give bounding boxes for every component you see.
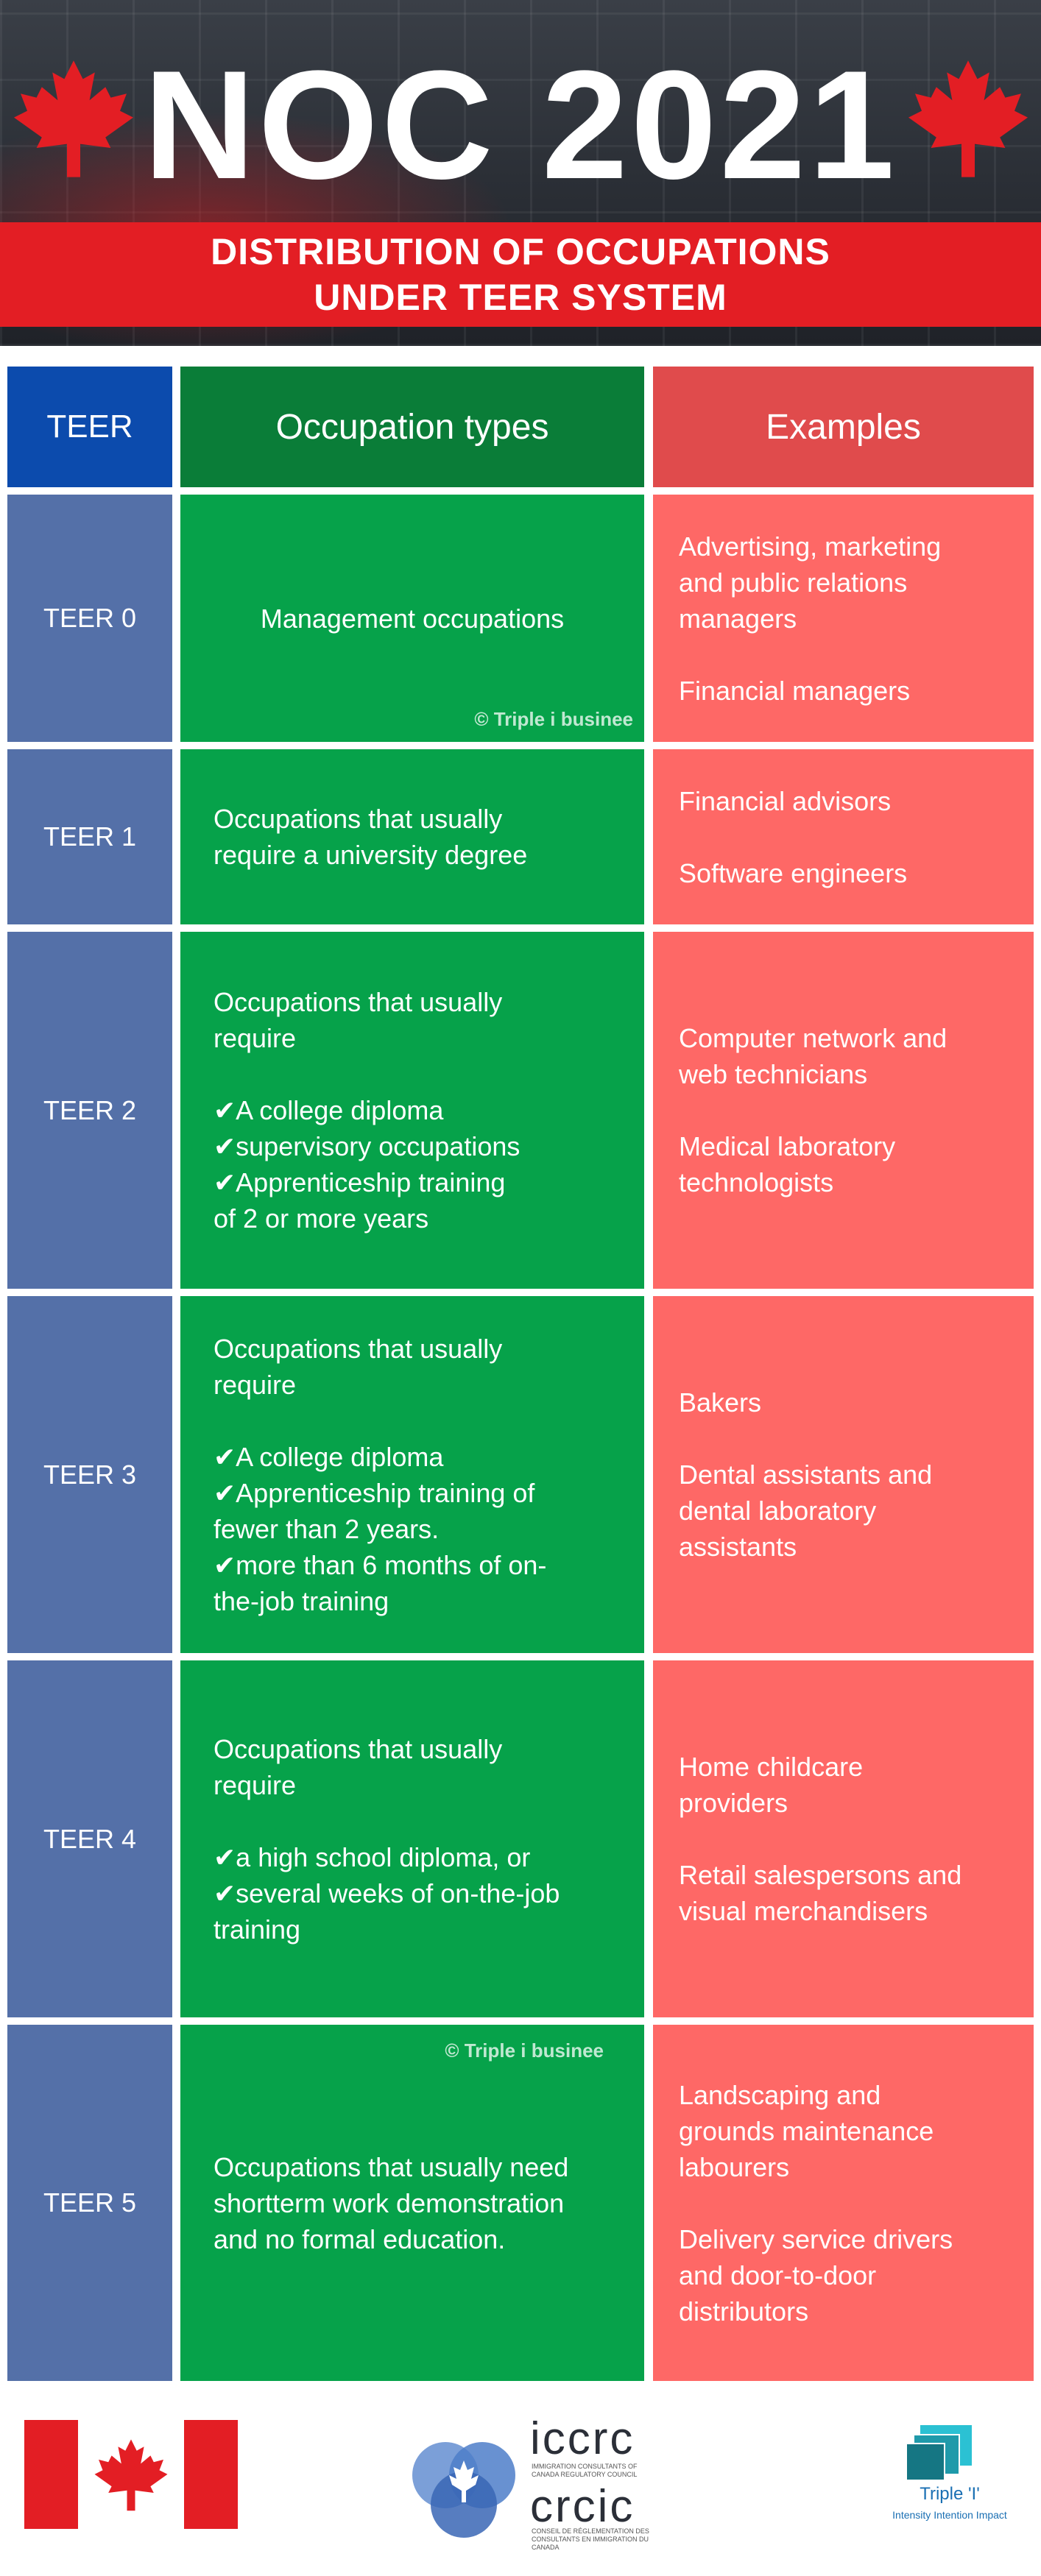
flag-band: [24, 2420, 78, 2529]
table-row: TEER 4 Occupations that usually require …: [7, 1660, 1034, 2017]
maple-leaf-icon: [91, 2436, 172, 2521]
examples-text: Computer network and web technicians Med…: [679, 1023, 948, 1197]
canada-flag-logo: [24, 2420, 238, 2529]
examples-cell: Home childcare providers Retail salesper…: [653, 1660, 1034, 2017]
watermark: © Triple i businee: [474, 708, 633, 730]
iccrc-logo: iccrc IMMIGRATION CONSULTANTS OF CANADA …: [405, 2413, 655, 2551]
page-title: NOC 2021: [143, 38, 898, 211]
table-header-row: TEER Occupation types Examples: [7, 367, 1034, 487]
occupation-cell: Occupations that usually require ✔a high…: [180, 1660, 644, 2017]
table-row: TEER 3 Occupations that usually require …: [7, 1296, 1034, 1653]
occupation-text: Occupations that usually require ✔a high…: [214, 1733, 560, 1945]
table-row: TEER 2 Occupations that usually require …: [7, 932, 1034, 1289]
table-row: TEER 0 Management occupations © Triple i…: [7, 495, 1034, 742]
examples-cell: Landscaping and grounds maintenance labo…: [653, 2025, 1034, 2381]
examples-text: Advertising, marketing and public relati…: [679, 531, 942, 706]
logo-square: [906, 2443, 945, 2481]
subtitle-line: UNDER TEER SYSTEM: [314, 277, 727, 318]
occupation-cell: Management occupations © Triple i busine…: [180, 495, 644, 742]
iccrc-emblem-icon: [405, 2435, 523, 2541]
occupation-text: Occupations that usually require ✔A coll…: [214, 987, 520, 1234]
column-header-examples: Examples: [653, 367, 1034, 487]
occupation-text: Occupations that usually require a unive…: [214, 804, 528, 870]
column-header-occupation-types: Occupation types: [180, 367, 644, 487]
occupation-text: Occupations that usually require ✔A coll…: [214, 1333, 547, 1616]
subtitle-line: DISTRIBUTION OF OCCUPATIONS: [211, 231, 830, 272]
occupation-text: Management occupations: [260, 603, 565, 634]
examples-cell: Computer network and web technicians Med…: [653, 932, 1034, 1289]
teer-cell: TEER 2: [7, 932, 172, 1289]
occupation-cell: © Triple i businee Occupations that usua…: [180, 2025, 644, 2381]
examples-text: Home childcare providers Retail salesper…: [679, 1752, 962, 1926]
examples-text: Landscaping and grounds maintenance labo…: [679, 2079, 953, 2326]
iccrc-name: iccrc: [530, 2413, 635, 2464]
header-banner: NOC 2021 DISTRIBUTION OF OCCUPATIONS UND…: [0, 0, 1041, 346]
examples-text: Financial advisors Software engineers: [679, 785, 908, 888]
teer-cell: TEER 5: [7, 2025, 172, 2381]
examples-text: Bakers Dental assistants and dental labo…: [679, 1387, 933, 1562]
maple-leaf-icon: [902, 52, 1034, 191]
occupation-cell: Occupations that usually require a unive…: [180, 749, 644, 924]
crcic-name: crcic: [530, 2481, 635, 2532]
teer-cell: TEER 1: [7, 749, 172, 924]
crcic-full-name: CONSEIL DE RÉGLEMENTATION DES CONSULTANT…: [532, 2527, 649, 2551]
triple-i-name: Triple 'I': [920, 2484, 980, 2504]
triple-i-tagline: Intensity Intention Impact: [892, 2509, 1007, 2521]
occupation-cell: Occupations that usually require ✔A coll…: [180, 932, 644, 1289]
examples-cell: Bakers Dental assistants and dental labo…: [653, 1296, 1034, 1653]
examples-cell: Financial advisors Software engineers: [653, 749, 1034, 924]
iccrc-full-name: IMMIGRATION CONSULTANTS OF CANADA REGULA…: [532, 2463, 638, 2478]
occupation-text: Occupations that usually need shortterm …: [214, 2151, 569, 2254]
maple-leaf-icon: [7, 52, 140, 191]
occupation-cell: Occupations that usually require ✔A coll…: [180, 1296, 644, 1653]
triple-i-logo: Triple 'I' Intensity Intention Impact: [880, 2425, 1020, 2536]
watermark: © Triple i businee: [445, 2039, 604, 2062]
table-row: TEER 5 © Triple i businee Occupations th…: [7, 2025, 1034, 2381]
subtitle-band: DISTRIBUTION OF OCCUPATIONS UNDER TEER S…: [0, 222, 1041, 327]
teer-cell: TEER 4: [7, 1660, 172, 2017]
teer-cell: TEER 3: [7, 1296, 172, 1653]
flag-band: [184, 2420, 238, 2529]
table-row: TEER 1 Occupations that usually require …: [7, 749, 1034, 924]
examples-cell: Advertising, marketing and public relati…: [653, 495, 1034, 742]
column-header-teer: TEER: [7, 367, 172, 487]
teer-cell: TEER 0: [7, 495, 172, 742]
